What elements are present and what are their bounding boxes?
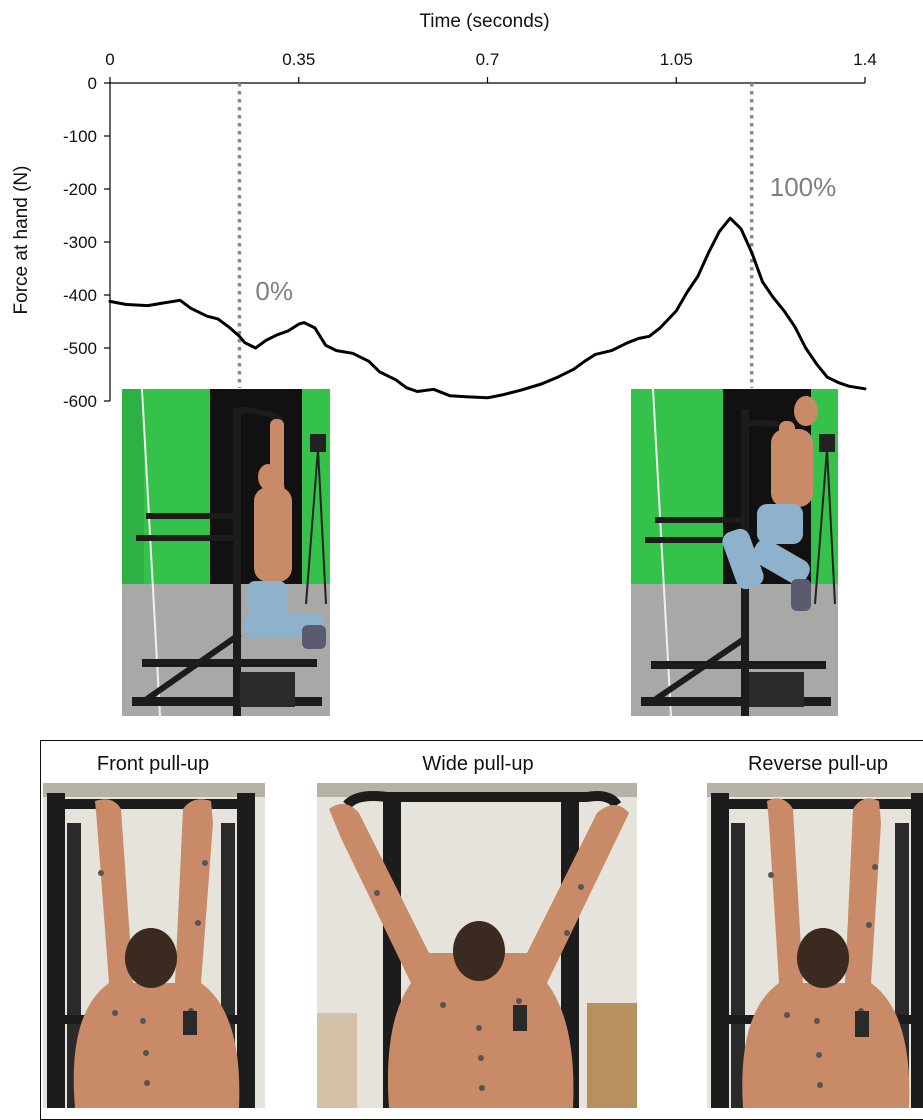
chart-markers: 0% 100%: [237, 83, 837, 388]
x-tick-label: 0: [105, 50, 114, 69]
y-axis-title: Force at hand (N): [11, 166, 32, 315]
chart-series: [108, 216, 867, 400]
x-tick-label: 1.05: [660, 50, 693, 69]
force-chart: Time (seconds) Force at hand (N) 0 0.35 0.7…: [11, 11, 877, 411]
force-series-line: [108, 216, 867, 400]
pullup-start-photo: [122, 389, 330, 716]
pullup-top-photo: [631, 389, 838, 716]
wide-pullup-photo: [317, 783, 637, 1108]
reverse-pullup-label: Reverse pull-up: [747, 753, 889, 775]
front-pullup-label: Front pull-up: [96, 753, 210, 775]
x-tick-label: 1.4: [853, 50, 877, 69]
x-tick-label: 0.7: [476, 50, 500, 69]
front-pullup-photo: [43, 783, 265, 1108]
x-tick-label: 0.35: [282, 50, 315, 69]
chart-ticks: 0 0.35 0.7 1.05 1.4 0 -100 -200 -300 -400 -500 -600: [63, 50, 877, 411]
y-tick-label: -200: [63, 180, 97, 199]
y-tick-label: -100: [63, 127, 97, 146]
y-tick-label: -600: [63, 392, 97, 411]
y-tick-label: -400: [63, 286, 97, 305]
grip-variations-panel: Front pull-up Wide pull-up Reverse pull-…: [40, 740, 923, 1120]
y-tick-label: -300: [63, 233, 97, 252]
marker-label: 100%: [770, 172, 837, 202]
marker-label: 0%: [255, 276, 293, 306]
chart-axes: Time (seconds) Force at hand (N): [11, 11, 865, 401]
y-tick-label: -500: [63, 339, 97, 358]
y-tick-label: 0: [88, 74, 97, 93]
reverse-pullup-photo: [707, 783, 923, 1108]
wide-pullup-label: Wide pull-up: [422, 753, 534, 775]
x-axis-title: Time (seconds): [419, 11, 549, 32]
